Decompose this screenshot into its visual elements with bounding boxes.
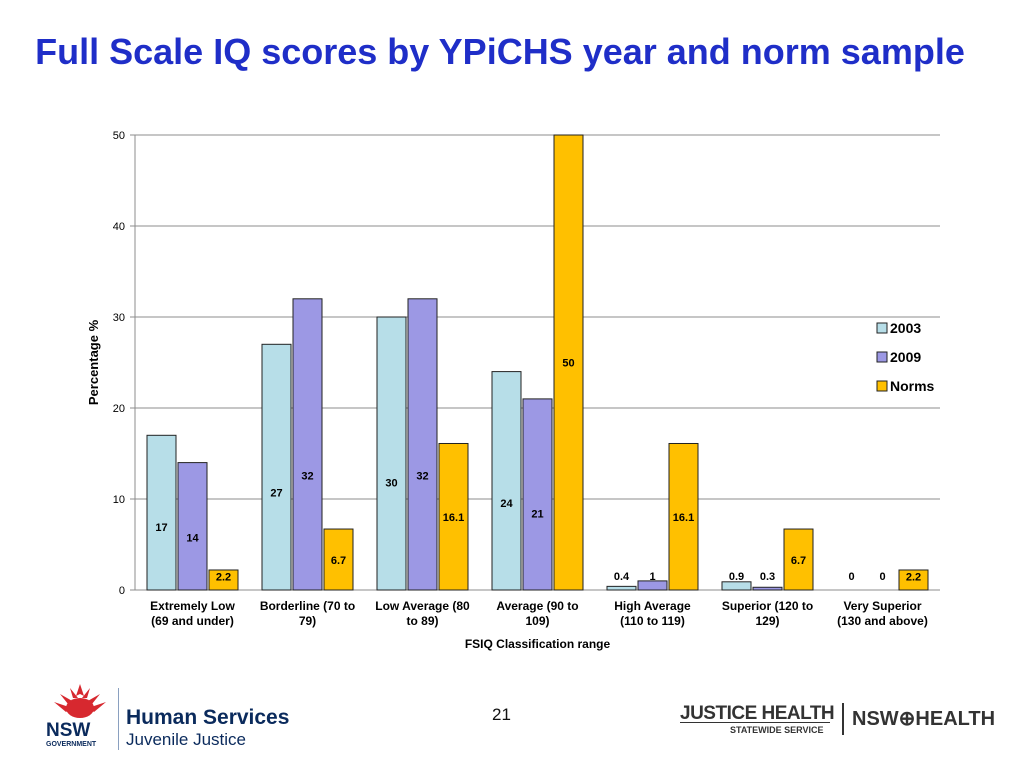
data-label-norms-2: 16.1 — [443, 512, 464, 524]
bar-2009-1 — [292, 298, 323, 591]
data-label-2009-0: 14 — [186, 533, 199, 545]
data-label-2009-2: 32 — [416, 470, 428, 482]
data-label-norms-1: 6.7 — [331, 555, 346, 567]
category-label: High Average — [614, 599, 691, 613]
bar-norms-0 — [208, 569, 239, 591]
juvenile-justice-text: Juvenile Justice — [126, 730, 247, 749]
data-label-norms-3: 50 — [562, 358, 574, 370]
category-label: Very Superior — [843, 599, 921, 613]
category-label: to 89) — [406, 614, 438, 628]
data-label-2003-4: 0.4 — [614, 571, 630, 583]
y-tick-label: 50 — [113, 130, 125, 142]
bar-2009-0 — [177, 462, 208, 591]
bar-2009-4 — [637, 580, 668, 591]
justice-health-text: JUSTICE HEALTH — [680, 703, 835, 724]
page-number: 21 — [492, 705, 511, 724]
data-label-2009-5: 0.3 — [760, 571, 775, 583]
category-label: 79) — [299, 614, 316, 628]
nsw-government-text: GOVERNMENT — [46, 741, 97, 748]
data-label-2003-3: 24 — [500, 498, 513, 510]
data-label-2003-6: 0 — [848, 571, 854, 583]
bar-norms-5 — [783, 528, 814, 591]
category-label: Low Average (80 — [375, 599, 470, 613]
data-label-2003-0: 17 — [155, 522, 167, 534]
data-label-2009-4: 1 — [649, 571, 655, 583]
legend-label-2009: 2009 — [890, 349, 921, 365]
legend-swatch-2009 — [876, 351, 888, 363]
statewide-service-text: STATEWIDE SERVICE — [730, 725, 824, 735]
category-label: (69 and under) — [151, 614, 234, 628]
category-label: (130 and above) — [837, 614, 928, 628]
bar-2009-5 — [752, 586, 783, 591]
legend-label-2003: 2003 — [890, 320, 921, 336]
category-label: Average (90 to — [496, 599, 578, 613]
bar-2003-3 — [491, 371, 522, 591]
data-label-2009-1: 32 — [301, 470, 313, 482]
bar-2009-2 — [407, 298, 438, 591]
legend-swatch-norms — [876, 380, 888, 392]
bar-norms-1 — [323, 528, 354, 591]
logo-divider — [118, 688, 119, 750]
justice-health-underline — [680, 722, 830, 723]
bar-2003-1 — [261, 343, 292, 591]
bar-2003-0 — [146, 434, 177, 591]
slide-title: Full Scale IQ scores by YPiCHS year and … — [35, 31, 965, 72]
human-services-text: Human Services — [126, 706, 290, 729]
bar-norms-6 — [898, 569, 929, 591]
category-label: Borderline (70 to — [260, 599, 355, 613]
x-axis-title: FSIQ Classification range — [465, 637, 611, 651]
data-label-2003-1: 27 — [270, 488, 282, 500]
bar-2003-4 — [606, 585, 637, 591]
y-tick-label: 10 — [113, 494, 125, 506]
data-label-norms-4: 16.1 — [673, 512, 694, 524]
legend-swatch-2003 — [876, 322, 888, 334]
data-label-norms-6: 2.2 — [906, 571, 921, 583]
data-label-2003-2: 30 — [385, 477, 397, 489]
bar-2003-2 — [376, 316, 407, 591]
nsw-waratah-logo — [54, 684, 106, 718]
bar-norms-3 — [553, 134, 584, 591]
data-label-2009-3: 21 — [531, 508, 543, 520]
bar-norms-4 — [668, 442, 699, 591]
y-tick-label: 0 — [119, 585, 125, 597]
category-label: 129) — [755, 614, 779, 628]
category-label: Extremely Low — [150, 599, 235, 613]
data-label-2009-6: 0 — [879, 571, 885, 583]
category-label: 109) — [525, 614, 549, 628]
bar-2003-5 — [721, 581, 752, 591]
y-tick-label: 30 — [113, 312, 125, 324]
data-label-norms-0: 2.2 — [216, 571, 231, 583]
bar-2009-3 — [522, 398, 553, 591]
nsw-logo-text: NSW — [46, 720, 91, 741]
bar-norms-2 — [438, 442, 469, 591]
data-label-norms-5: 6.7 — [791, 555, 806, 567]
legend-label-norms: Norms — [890, 378, 935, 394]
nsw-health-logo-text: NSW⊕HEALTH — [852, 708, 996, 730]
y-tick-label: 20 — [113, 403, 125, 415]
justice-health-divider — [842, 703, 844, 735]
y-tick-label: 40 — [113, 221, 125, 233]
y-axis-title: Percentage % — [86, 319, 101, 405]
category-label: (110 to 119) — [620, 614, 685, 628]
data-label-2003-5: 0.9 — [729, 571, 744, 583]
category-label: Superior (120 to — [722, 599, 813, 613]
